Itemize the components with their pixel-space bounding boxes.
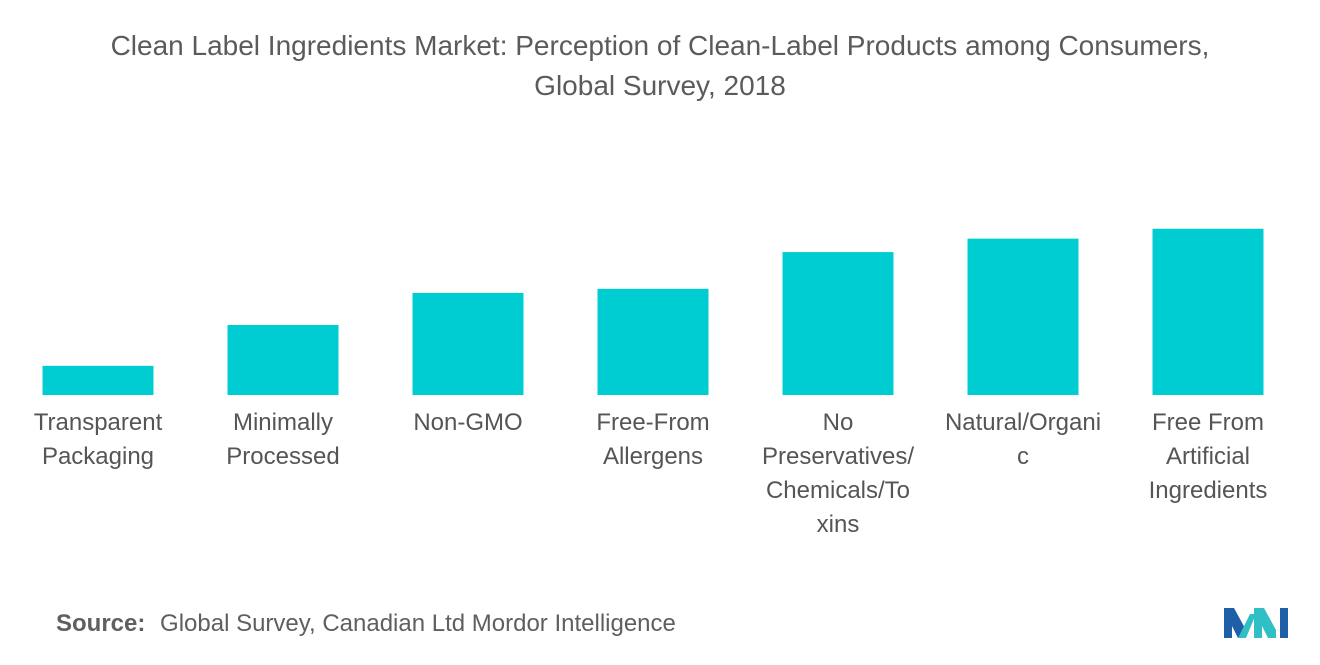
- x-tick-label-6: Free From Artificial Ingredients: [1149, 409, 1268, 504]
- source-text: Global Survey, Canadian Ltd Mordor Intel…: [160, 610, 676, 637]
- bar-3: [597, 288, 709, 395]
- x-tick-label-1: Minimally Processed: [226, 409, 339, 470]
- mordor-intelligence-logo-icon: [1224, 608, 1288, 638]
- bar-6: [1152, 228, 1264, 395]
- x-tick-label-5: Natural/Organi c: [945, 409, 1101, 470]
- chart-title-line-1: Clean Label Ingredients Market: Percepti…: [110, 30, 1210, 61]
- bar-5: [967, 238, 1079, 395]
- bar-4: [782, 252, 894, 395]
- chart-title-line-2: Global Survey, 2018: [534, 70, 786, 101]
- x-tick-label-0: Transparent Packaging: [34, 409, 163, 470]
- chart-title: Clean Label Ingredients Market: Percepti…: [20, 26, 1300, 106]
- bar-1: [227, 325, 339, 395]
- x-tick-label-4: No Preservatives/Chemicals/To xins: [762, 409, 914, 538]
- x-tick-label-3: Free-From Allergens: [596, 409, 709, 470]
- source-note: Source: Global Survey, Canadian Ltd Mord…: [56, 610, 676, 638]
- bar-2: [412, 292, 524, 395]
- x-tick-label-2: Non-GMO: [413, 409, 522, 436]
- bar-chart: Transparent Packaging Minimally Processed No…: [34, 228, 1268, 538]
- bar-0: [42, 365, 154, 395]
- source-label: Source:: [56, 610, 146, 637]
